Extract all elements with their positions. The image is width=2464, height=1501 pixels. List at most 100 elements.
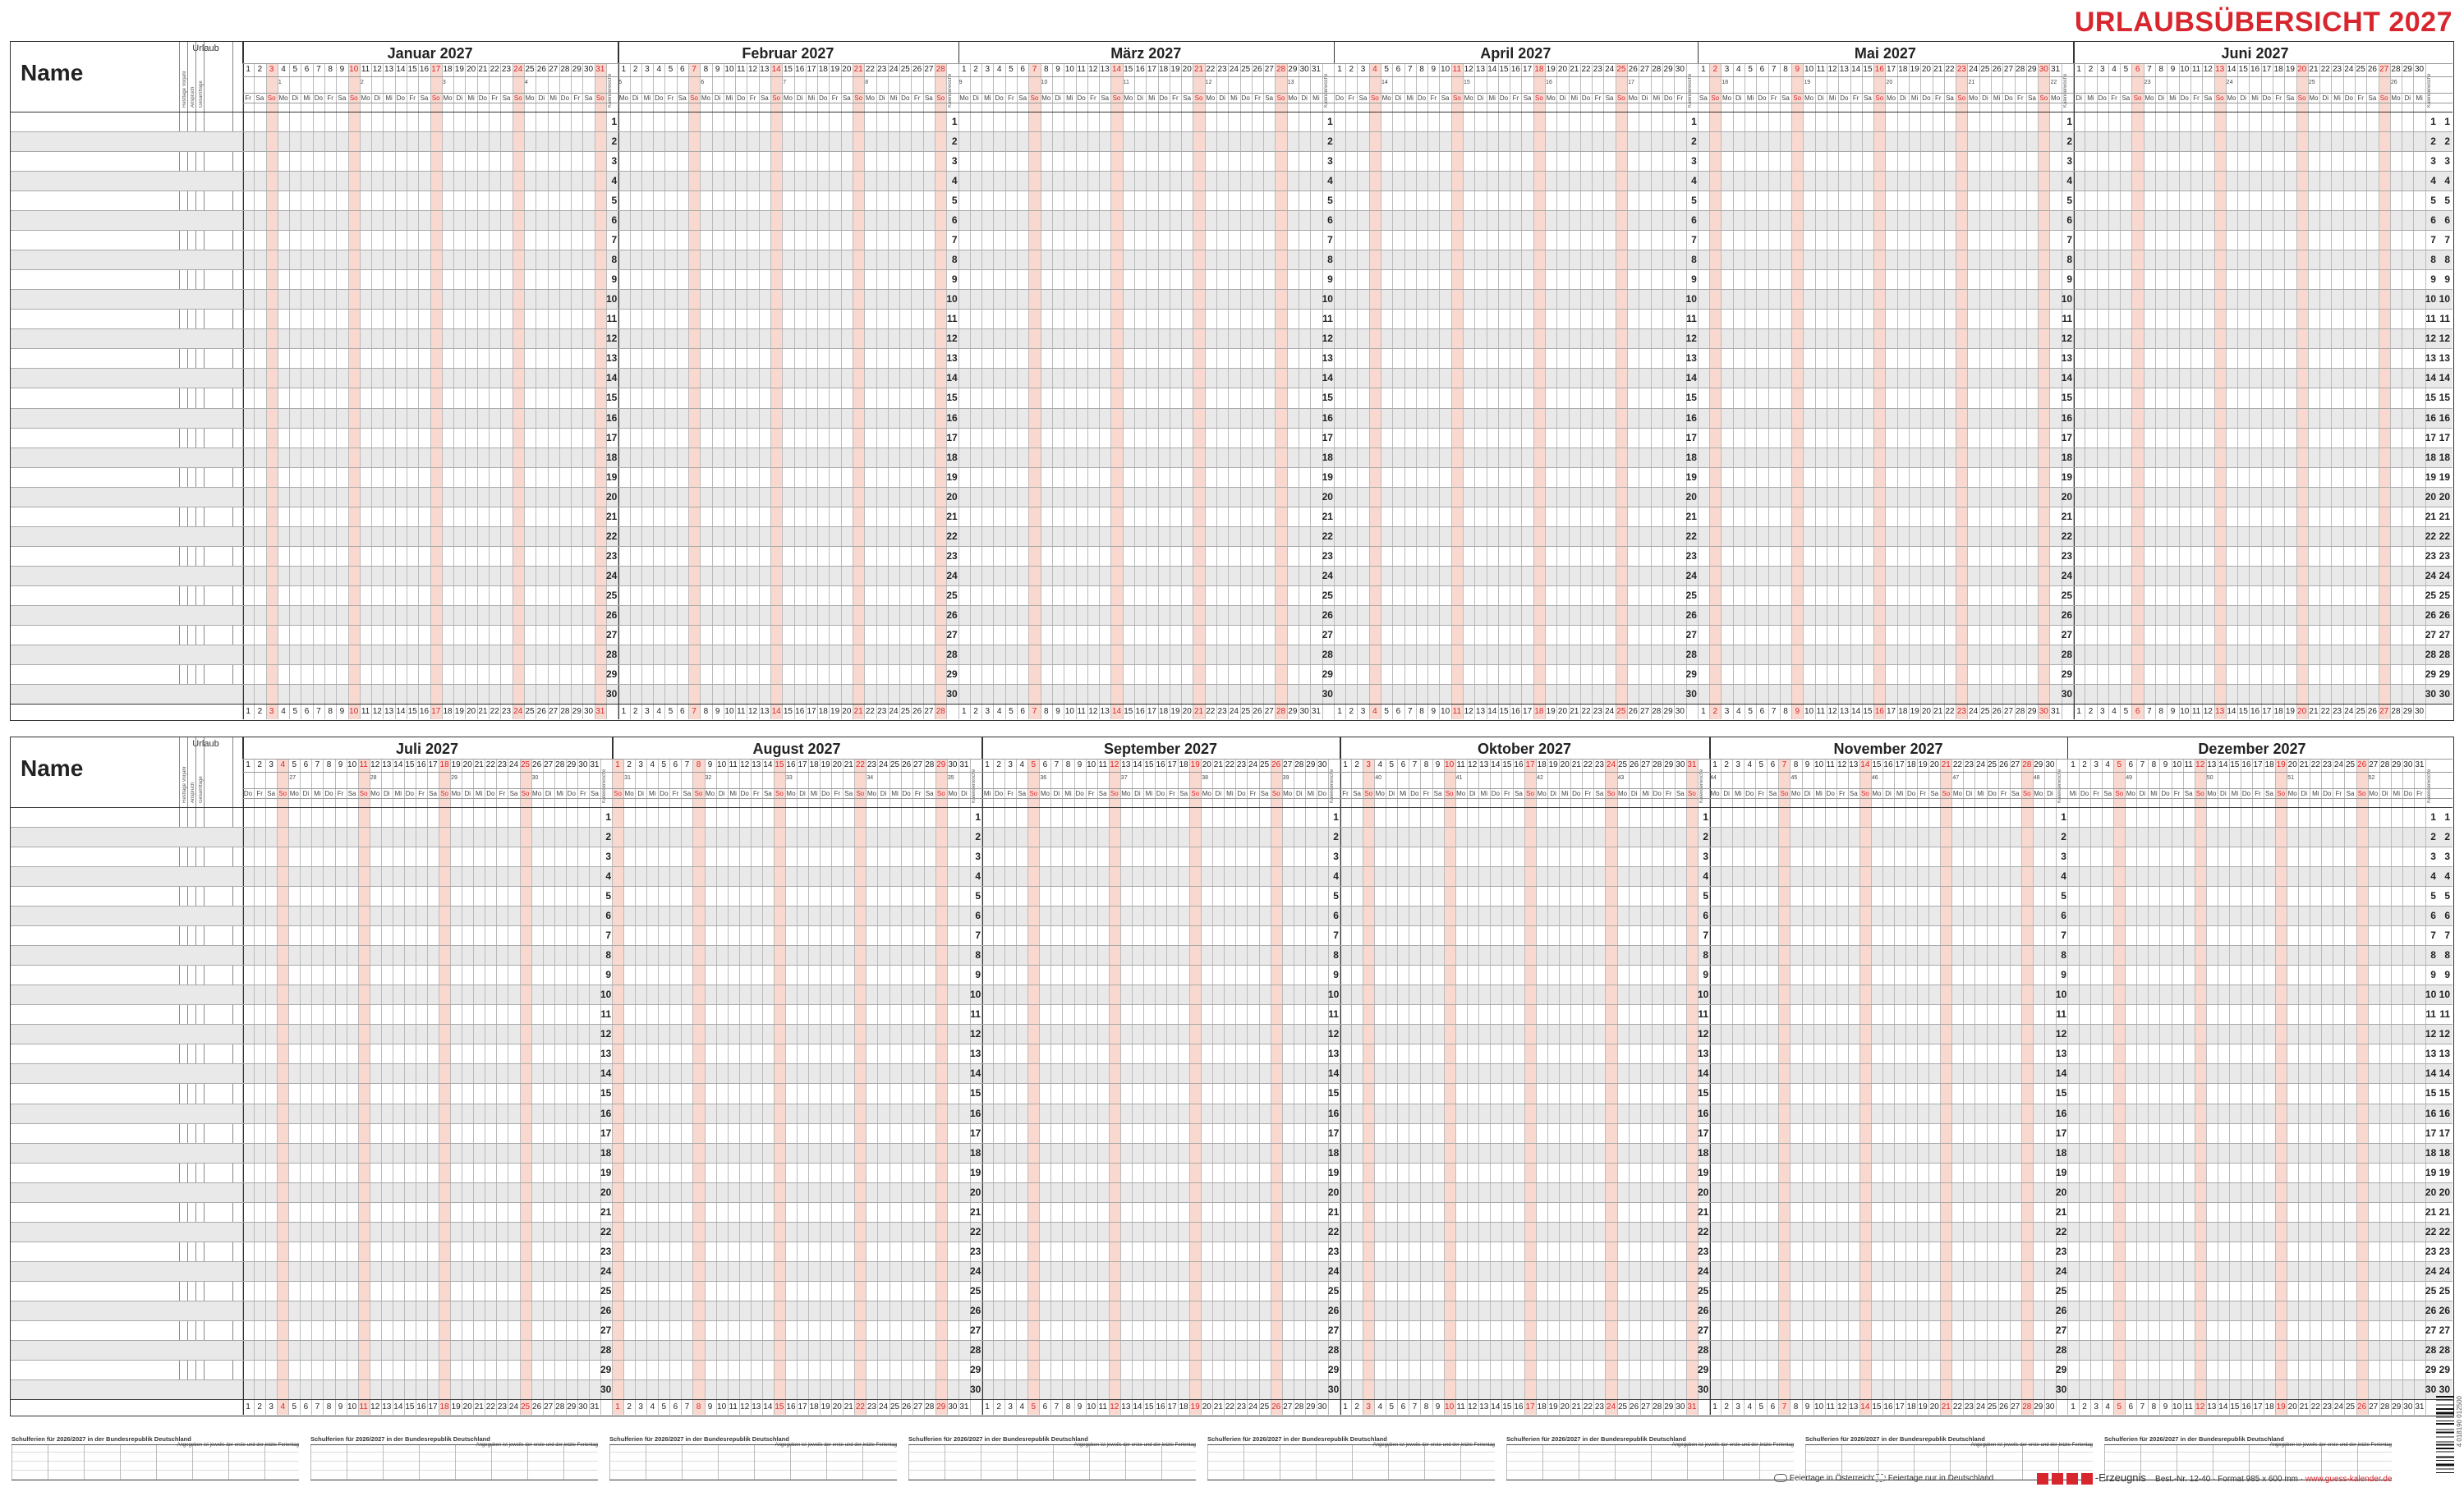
- day-divider: [1986, 759, 1988, 1415]
- calendar-week-number: 24: [2226, 80, 2233, 85]
- weekday-label: Do: [1988, 790, 1997, 797]
- day-divider: [1556, 63, 1558, 719]
- day-number: 26: [1628, 65, 1638, 74]
- calendar-week-number: 49: [2126, 775, 2133, 781]
- weekday-label: Di: [1559, 94, 1566, 102]
- sunday-column: [692, 759, 705, 1415]
- row-number: 21: [605, 510, 618, 522]
- day-number: 10: [349, 65, 359, 74]
- day-number: 11: [359, 760, 368, 769]
- day-divider: [1275, 63, 1276, 719]
- row-number: 5: [605, 890, 612, 902]
- day-number-bottom: 5: [1389, 1402, 1395, 1411]
- sunday-column: [519, 759, 531, 1415]
- day-number-bottom: 4: [2105, 1402, 2110, 1411]
- day-number-bottom: 4: [1372, 707, 1377, 716]
- day-number-bottom: 2: [2082, 1402, 2087, 1411]
- kw-column-divider: [605, 63, 607, 719]
- day-number-bottom: 4: [996, 707, 1002, 716]
- day-number-bottom: 8: [328, 707, 333, 716]
- weekday-label: So: [1711, 94, 1720, 102]
- row-number: 19: [1322, 470, 1333, 483]
- weekday-label: Di: [1395, 94, 1402, 102]
- row-shade: [11, 866, 2453, 887]
- day-number: 7: [2147, 65, 2152, 74]
- row-number: 25: [2425, 589, 2437, 601]
- row-number: 26: [605, 608, 618, 621]
- barcode: [2436, 1396, 2459, 1494]
- day-number-bottom: 25: [890, 1402, 900, 1411]
- day-number-bottom: 18: [1906, 1402, 1916, 1411]
- day-number: 2: [257, 760, 262, 769]
- day-number: 4: [2112, 65, 2117, 74]
- row-rule: [11, 1162, 2453, 1164]
- day-number-bottom: 6: [1042, 1402, 1048, 1411]
- day-divider: [1304, 759, 1306, 1415]
- sunday-column: [277, 759, 289, 1415]
- row-rule: [11, 289, 2453, 291]
- day-divider: [450, 759, 452, 1415]
- weekday-label: So: [694, 790, 703, 797]
- day-number: 27: [2011, 760, 2020, 769]
- kw-column-label: Kalenderwoche: [601, 769, 607, 803]
- weekday-label: Mi: [1570, 94, 1578, 102]
- weekday-label: So: [2357, 790, 2366, 797]
- weekday-label: So: [936, 790, 945, 797]
- day-number: 19: [1548, 760, 1558, 769]
- day-number: 5: [1758, 760, 1764, 769]
- weekday-label: Mo: [370, 790, 380, 797]
- day-number: 18: [1898, 65, 1908, 74]
- day-number-bottom: 16: [2241, 1402, 2251, 1411]
- day-divider: [864, 63, 866, 719]
- day-number: 11: [2184, 760, 2193, 769]
- row-number: 10: [2425, 293, 2437, 305]
- day-number: 14: [1133, 760, 1142, 769]
- day-number: 16: [1883, 760, 1893, 769]
- row-number-right: 7: [2444, 234, 2450, 246]
- day-number-bottom: 25: [1617, 1402, 1628, 1411]
- calendar-week-number: 12: [1205, 80, 1212, 85]
- weekday-label: Fr: [256, 790, 263, 797]
- weekday-label: Sa: [2368, 94, 2377, 102]
- sunday-column: [1605, 759, 1617, 1415]
- row-rule: [11, 1201, 2453, 1203]
- day-divider: [1154, 759, 1156, 1415]
- weekday-label: Sa: [1864, 94, 1872, 102]
- header-rule: [242, 759, 2453, 760]
- day-number: 16: [1514, 760, 1524, 769]
- row-number: 25: [600, 1284, 612, 1297]
- day-divider: [1850, 63, 1851, 719]
- day-divider: [738, 759, 740, 1415]
- day-number: 5: [2117, 760, 2122, 769]
- day-number-bottom: 7: [692, 707, 696, 716]
- day-number: 6: [1042, 760, 1048, 769]
- day-number: 22: [490, 65, 499, 74]
- day-divider: [1791, 63, 1793, 719]
- day-number: 19: [454, 65, 464, 74]
- day-divider: [1108, 759, 1110, 1415]
- weekday-label: Mo: [1381, 94, 1391, 102]
- weekday-label: Do: [1159, 94, 1168, 102]
- brand-article: Best.-Nr. 12-40 · Format 985 x 600 mm ·: [2155, 1475, 2304, 1484]
- row-number: 13: [1697, 1048, 1709, 1060]
- calendar-week-number: 37: [1120, 775, 1128, 781]
- calendar-week-number: 21: [1968, 80, 1975, 85]
- day-number: 13: [1839, 65, 1849, 74]
- weekday-label: Mi: [1488, 94, 1496, 102]
- day-number-bottom: 14: [1133, 1402, 1142, 1411]
- day-number-bottom: 5: [668, 707, 673, 716]
- weekday-label: Mo: [1804, 94, 1814, 102]
- day-divider: [542, 759, 544, 1415]
- day-number: 15: [1499, 65, 1509, 74]
- row-number: 27: [1697, 1324, 1709, 1336]
- row-number-right: 19: [2439, 1166, 2450, 1178]
- weekday-label: So: [1030, 94, 1039, 102]
- row-number-right: 23: [2439, 1245, 2450, 1257]
- day-number: 3: [2094, 760, 2099, 769]
- day-number-bottom: 24: [1975, 1402, 1986, 1411]
- day-divider: [1917, 759, 1919, 1415]
- day-number-bottom: 6: [2128, 1402, 2134, 1411]
- school-holidays-note: Angegeben ist jeweils der erste und der …: [775, 1443, 897, 1448]
- month-title: Juli 2027: [395, 741, 459, 757]
- day-number-bottom: 11: [737, 707, 746, 716]
